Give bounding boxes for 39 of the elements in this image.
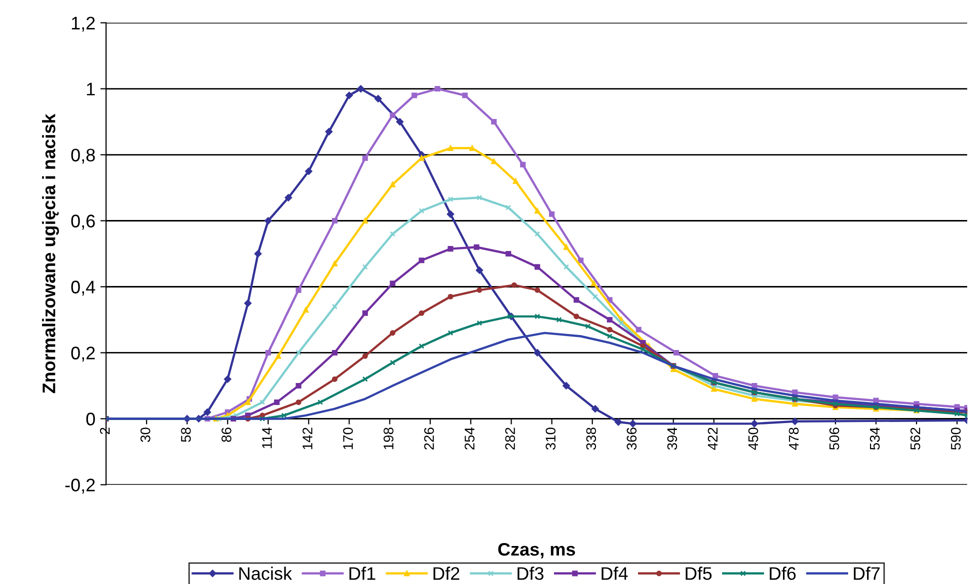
x-tick-label: 198	[384, 428, 394, 450]
x-tick-label: 534	[870, 427, 880, 450]
x-tick-label: 310	[546, 428, 556, 450]
x-tick-label: 142	[302, 428, 312, 450]
y-tick-label: 0,6	[71, 214, 95, 230]
y-axis-title: Znormalizowane ugięcia i nacisk	[42, 114, 59, 394]
legend-label: Df2	[434, 566, 460, 580]
x-tick-label: 422	[708, 428, 718, 450]
legend-label: Df6	[770, 566, 796, 580]
x-axis-title: Czas, ms	[498, 542, 576, 558]
legend-label: Nacisk	[239, 566, 292, 580]
x-tick-label: 254	[464, 427, 474, 450]
legend-label: Df4	[602, 566, 628, 580]
y-tick-label: -0,2	[65, 478, 95, 494]
x-tick-label: 58	[180, 428, 191, 442]
x-tick-label: 562	[910, 428, 920, 450]
y-tick-label: 1	[86, 82, 95, 96]
x-tick-label: 394	[667, 427, 678, 450]
x-tick-label: 590	[950, 428, 961, 450]
x-tick-label: 282	[505, 428, 516, 450]
x-tick-label: 366	[626, 428, 637, 450]
x-tick-label: 506	[829, 428, 840, 450]
x-tick-label: 170	[343, 428, 353, 450]
y-tick-label: 1,2	[72, 16, 95, 32]
legend-label: Df1	[349, 566, 376, 580]
x-tick-label: 86	[222, 428, 232, 442]
x-tick-label: 478	[788, 428, 799, 450]
y-tick-label: 0,2	[71, 346, 95, 362]
x-tick-label: 30	[140, 428, 150, 442]
x-tick-label: 338	[586, 428, 596, 450]
legend-label: Df7	[854, 566, 880, 580]
x-tick-label: 114	[262, 427, 272, 448]
y-tick-label: 0	[86, 412, 95, 426]
x-tick-label: 226	[424, 428, 434, 450]
y-tick-label: 0,4	[71, 280, 96, 296]
y-tick-label: 0,8	[71, 148, 95, 164]
legend-label: Df5	[686, 566, 712, 580]
x-tick-label: 450	[748, 428, 758, 450]
legend-label: Df3	[518, 566, 544, 580]
